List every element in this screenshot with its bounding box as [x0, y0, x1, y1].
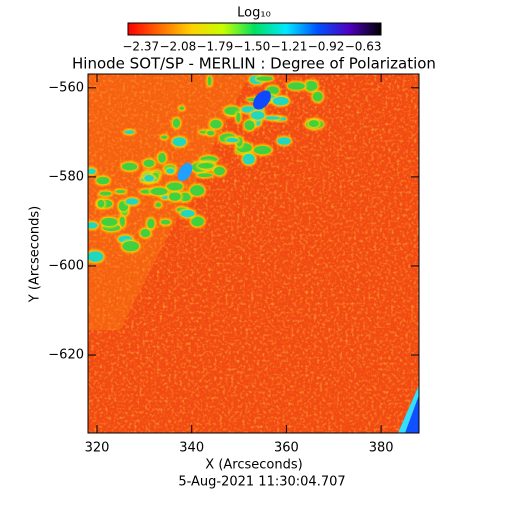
map-texture: [155, 202, 162, 208]
x-tick-label: 320: [85, 441, 110, 456]
map: [75, 74, 419, 433]
y-tick-label: −600: [48, 258, 84, 273]
timestamp: 5-Aug-2021 11:30:04.707: [178, 475, 345, 490]
map-texture: [241, 106, 256, 113]
map-texture: [76, 185, 83, 196]
map-texture: [287, 82, 305, 90]
y-tick-label: −560: [48, 80, 84, 95]
map-texture: [207, 76, 212, 86]
colorbar-tick-label: −2.37: [122, 40, 159, 54]
map-texture: [172, 137, 187, 147]
chart-title: Hinode SOT/SP - MERLIN : Degree of Polar…: [72, 55, 436, 73]
map-texture: [96, 176, 110, 185]
map-texture: [88, 251, 104, 262]
map-texture: [191, 216, 204, 227]
map-texture: [75, 184, 81, 188]
map-texture: [147, 218, 155, 229]
colorbar-tick-label: −0.92: [308, 40, 345, 54]
x-tick-label: 340: [179, 441, 204, 456]
map-texture: [180, 209, 195, 218]
map-texture: [242, 153, 255, 165]
map-texture: [179, 106, 184, 111]
map-texture: [125, 198, 139, 205]
map-texture: [119, 216, 125, 227]
y-axis-label: Y (Arcseconds): [28, 206, 43, 303]
map-texture: [101, 217, 118, 227]
map-texture: [226, 138, 239, 143]
map-texture: [253, 90, 271, 110]
y-tick-label: −580: [48, 169, 84, 184]
map-texture: [256, 76, 273, 81]
map-texture: [210, 119, 222, 129]
map-texture: [143, 159, 155, 167]
colorbar-tick-label: −1.21: [271, 40, 308, 54]
map-texture: [264, 116, 281, 120]
map-texture: [144, 174, 154, 182]
map-texture: [140, 228, 151, 238]
map-texture: [305, 80, 318, 92]
map-texture: [179, 192, 191, 202]
colorbar-tick-label: −1.50: [234, 40, 271, 54]
map-texture: [253, 145, 272, 155]
map-texture: [166, 168, 175, 174]
map-texture: [177, 162, 193, 182]
colorbar-tick-label: −1.79: [196, 40, 233, 54]
map-texture: [99, 191, 112, 196]
colorbar: [127, 22, 382, 36]
map-texture: [121, 162, 138, 171]
map-texture: [244, 120, 255, 131]
map-texture: [166, 182, 183, 191]
map-texture: [272, 96, 289, 106]
map-texture: [97, 199, 105, 208]
colorbar-tick-label: −2.08: [159, 40, 196, 54]
colorbar-label: Log₁₀: [237, 6, 271, 21]
map-texture: [122, 241, 140, 252]
x-tick-label: 360: [274, 441, 299, 456]
plot-frame: [87, 73, 420, 434]
map-texture: [308, 120, 319, 128]
map-texture: [172, 118, 181, 128]
map-texture: [124, 130, 135, 134]
map-texture: [197, 173, 213, 178]
map-texture: [312, 91, 323, 102]
map-texture: [88, 222, 98, 229]
map-texture: [277, 137, 291, 145]
map-texture: [150, 187, 168, 196]
y-tick-label: −620: [48, 348, 84, 363]
map-texture: [200, 156, 218, 163]
x-tick-label: 380: [369, 441, 394, 456]
map-texture: [88, 168, 96, 175]
map-texture: [198, 162, 214, 169]
colorbar-tick-label: −0.63: [345, 40, 382, 54]
map-texture: [206, 130, 215, 136]
map-texture: [213, 166, 226, 176]
map-texture: [161, 135, 168, 139]
x-axis-label: X (Arcseconds): [205, 458, 302, 473]
map-texture: [160, 219, 171, 225]
map-texture: [190, 185, 205, 196]
map-texture: [158, 152, 166, 163]
map-texture: [236, 112, 241, 123]
map-texture: [250, 111, 265, 120]
map-texture: [169, 192, 181, 201]
map-texture: [115, 189, 126, 194]
map-texture: [78, 186, 82, 194]
